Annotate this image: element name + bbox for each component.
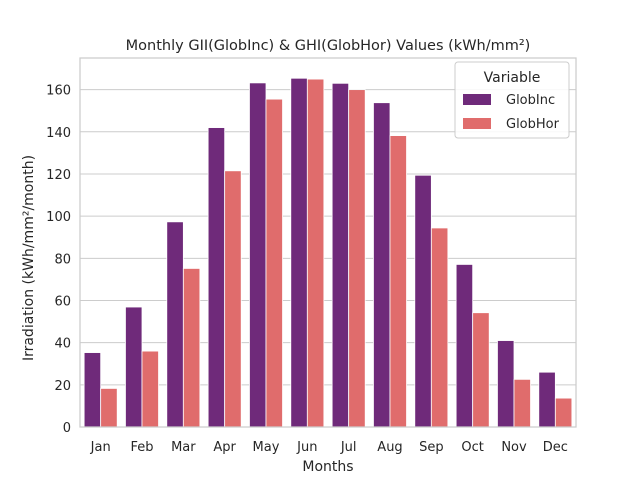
x-tick-label: Jul	[340, 440, 357, 455]
y-tick-label: 160	[46, 84, 71, 99]
x-tick-labels: Jan Feb Mar Apr May Jun Jul Aug Sep Oct Nov Dec	[90, 440, 568, 455]
legend-items: GlobInc GlobHor	[463, 93, 560, 132]
legend-label-globinc: GlobInc	[506, 93, 555, 108]
y-tick-label: 120	[46, 168, 71, 183]
bar-globinc-aug	[373, 102, 391, 428]
y-axis-label: Irradiation (kWh/mm²/month)	[21, 155, 37, 361]
y-tick-label: 40	[54, 337, 71, 352]
x-tick-label: Feb	[130, 440, 153, 455]
x-tick-label: May	[253, 440, 280, 455]
bar-globhor-mar	[182, 268, 201, 428]
x-tick-label: Sep	[419, 440, 444, 455]
x-tick-label: Jun	[296, 440, 317, 455]
y-tick-label: 20	[54, 379, 71, 394]
bar-globhor-jul	[348, 89, 366, 428]
bar-globhor-jan	[100, 388, 118, 428]
legend-label-globhor: GlobHor	[506, 117, 560, 132]
bar-globinc-jan	[83, 352, 102, 428]
legend-title: Variable	[484, 70, 541, 86]
bar-globhor-oct	[472, 312, 490, 428]
y-tick-label: 0	[63, 421, 71, 436]
bar-globhor-feb	[141, 350, 159, 428]
x-tick-label: Apr	[213, 440, 236, 455]
bar-globinc-may	[249, 82, 267, 428]
plot-frame	[79, 57, 577, 428]
legend-swatch-globinc	[463, 94, 491, 105]
legend: Variable GlobInc GlobHor	[454, 61, 570, 139]
bar-globinc-jul	[331, 82, 350, 428]
bar-globinc-apr	[207, 127, 226, 428]
x-axis-label: Months	[302, 459, 353, 475]
bar-globhor-sep	[430, 227, 449, 428]
y-tick-label: 60	[54, 294, 71, 309]
bar-globinc-feb	[125, 306, 143, 428]
bar-globinc-sep	[414, 174, 432, 428]
chart-title: Monthly GII(GlobInc) & GHI(GlobHor) Valu…	[126, 38, 531, 54]
y-tick-label: 140	[46, 126, 71, 141]
bar-layer	[83, 77, 573, 428]
bar-globhor-apr	[224, 170, 242, 428]
x-tick-label: Aug	[377, 440, 402, 455]
bar-globinc-nov	[497, 340, 515, 428]
x-tick-label: Oct	[461, 440, 483, 455]
bar-globhor-may	[265, 98, 283, 428]
bar-globhor-aug	[389, 135, 407, 428]
bar-globinc-jun	[290, 77, 308, 428]
y-tick-label: 100	[46, 210, 71, 225]
x-tick-label: Nov	[501, 440, 527, 455]
y-tick-labels: 0 20 40 60 80 100 120 140 160	[46, 84, 71, 436]
bar-globinc-dec	[538, 371, 556, 428]
bar-globinc-mar	[166, 221, 184, 428]
x-tick-label: Jan	[90, 440, 111, 455]
x-tick-label: Dec	[543, 440, 568, 455]
legend-swatch-globhor	[463, 118, 491, 129]
y-tick-label: 80	[54, 252, 71, 267]
bar-globhor-nov	[513, 378, 531, 428]
bar-globinc-oct	[455, 264, 474, 428]
bar-globhor-dec	[554, 397, 573, 428]
x-tick-label: Mar	[171, 440, 196, 455]
bar-globhor-jun	[306, 78, 325, 428]
